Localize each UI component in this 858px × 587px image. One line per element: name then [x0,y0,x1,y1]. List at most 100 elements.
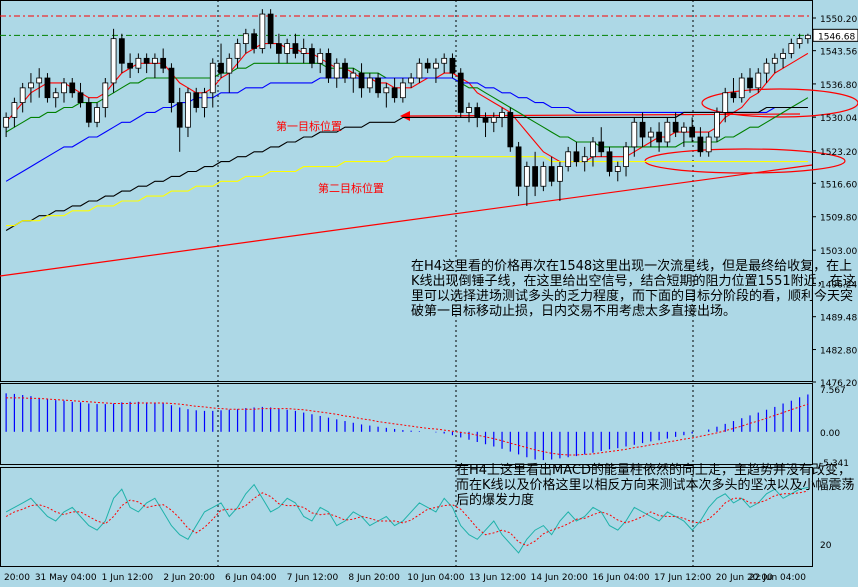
candle-body [11,102,18,118]
target1-label: 第一目标位置 [276,120,342,133]
candle-body [358,72,365,89]
price-tick-label: 1496.24 [820,280,857,290]
macd-tick-label: -5.341 [820,459,849,469]
price-tick-label: 1509.80 [820,214,857,224]
time-label: 10 Jun 04:00 [407,573,464,583]
time-label: 6 Jun 04:00 [225,573,277,583]
candle-body [689,126,696,138]
candle-body [499,112,505,118]
current-price-label: 1546.68 [818,32,855,42]
candle-body [573,151,580,163]
candle-body [466,107,472,113]
candle-body [614,166,621,172]
candle-body [581,156,588,163]
candle-body [697,136,704,153]
moving-average-2 [5,77,808,182]
stoch-signal-line [5,490,809,547]
moving-average-3 [5,106,808,231]
candle-body [705,136,712,153]
candle-body [482,116,489,123]
candle-body [350,72,357,79]
macd-signal-line [6,397,809,456]
candle-body [730,92,737,99]
candle-body [788,43,795,54]
candle-body [548,166,555,182]
candle-body [300,48,307,54]
macd-tick-label: 0.00 [820,429,840,439]
candle-body [590,141,596,158]
candle-body [94,107,100,123]
candle-body [176,102,183,128]
candle-body [532,166,538,187]
macd-panel-frame [0,383,813,465]
time-label: 22 Jun 04:00 [749,573,806,583]
candle-body [457,72,464,113]
candle-body [325,53,332,79]
candle-body [606,151,613,172]
candle-body [160,57,167,69]
candle-body [19,87,26,104]
candle-body [738,77,745,99]
candle-body [44,77,51,99]
candle-body [201,92,208,108]
time-label: 2 Jun 20:00 [163,573,215,583]
candle-body [507,112,514,148]
candle-body [639,121,646,138]
candle-body [424,62,431,69]
candle-body [267,13,274,44]
candle-body [209,62,216,94]
price-tick-label: 1530.04 [820,114,857,124]
candle-body [804,34,811,40]
candle-body [490,116,497,123]
time-label: 20 Jun 20:00 [716,573,773,583]
candle-body [292,43,299,54]
time-label: 7 Jun 12:00 [287,573,339,583]
time-label: 14 Jun 20:00 [531,573,588,583]
candle-body [226,57,233,74]
candle-body [193,92,200,108]
candle-body [152,57,158,64]
time-label: 17 Jun 12:00 [654,573,711,583]
candle-body [747,77,753,89]
candle-body [771,57,778,64]
price-tick-label: 1543.56 [820,48,857,58]
candle-body [333,62,340,79]
moving-average-4 [6,156,808,227]
candle-body [276,43,282,54]
candle-body [77,92,84,104]
candle-body [780,53,786,59]
candle-body [598,141,605,153]
candle-body [234,43,241,59]
candle-body [242,33,249,44]
candle-body [391,87,398,99]
candle-body [218,62,224,74]
time-label: 1 Jun 12:00 [102,573,154,583]
candle-body [118,38,125,64]
candle-body [523,166,530,187]
price-tick-label: 1476.20 [820,379,857,389]
candle-body [672,121,679,133]
candle-body [185,92,191,128]
stoch-main-line [5,483,809,554]
candle-body [433,62,439,69]
candle-body [69,82,76,94]
time-label: 20:00 [4,573,30,583]
candle-body [85,102,92,123]
macd-tick-label: 7.567 [820,386,846,396]
candle-body [408,77,415,84]
candle-body [722,92,729,113]
candle-body [259,13,266,49]
candle-body [449,57,456,74]
candle-body [366,77,373,89]
candle-body [656,131,662,143]
support-trendline [0,164,813,277]
candle-body [110,38,117,84]
candle-body [763,62,770,74]
candle-body [375,77,381,94]
candle-body [317,53,324,64]
time-label: 31 May 04:00 [35,573,97,583]
candle-body [383,87,390,94]
candle-body [135,57,142,69]
time-label: 16 Jun 04:00 [592,573,649,583]
